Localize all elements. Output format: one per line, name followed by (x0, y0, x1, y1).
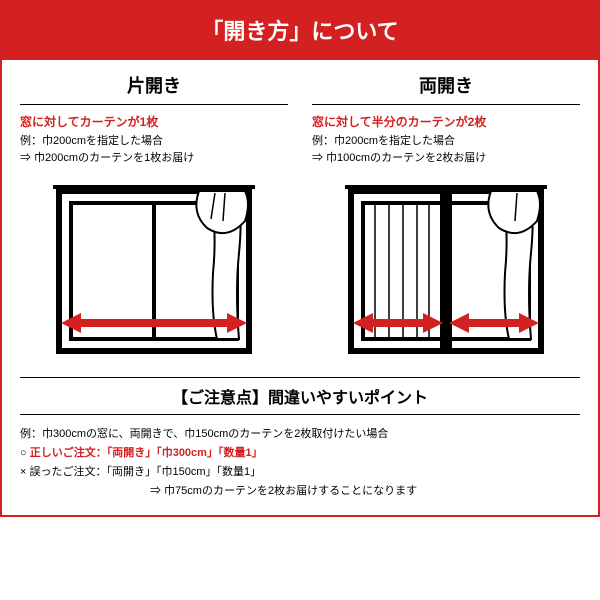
single-curtain-icon (39, 173, 269, 363)
left-example2: ⇒ 巾200cmのカーテンを1枚お届け (20, 149, 288, 165)
notice-title: 【ご注意点】間違いやすいポイント (20, 377, 580, 415)
columns: 片開き 窓に対してカーテンが1枚 例：巾200cmを指定した場合 ⇒ 巾200c… (20, 72, 580, 363)
left-diagram (20, 173, 288, 363)
header-title: 「開き方」について (201, 19, 398, 44)
right-title: 両開き (312, 72, 580, 105)
notice-line1: 例：巾300cmの窓に、両開きで、巾150cmのカーテンを2枚取付けたい場合 (20, 425, 580, 441)
notice-section: 【ご注意点】間違いやすいポイント 例：巾300cmの窓に、両開きで、巾150cm… (20, 377, 580, 498)
left-column: 片開き 窓に対してカーテンが1枚 例：巾200cmを指定した場合 ⇒ 巾200c… (20, 72, 288, 363)
content: 片開き 窓に対してカーテンが1枚 例：巾200cmを指定した場合 ⇒ 巾200c… (0, 60, 600, 517)
left-example1: 例：巾200cmを指定した場合 (20, 132, 288, 148)
right-subtitle: 窓に対して半分のカーテンが2枚 (312, 113, 580, 130)
right-diagram (312, 173, 580, 363)
notice-line2-red: 正しいご注文：「両開き」「巾300cm」「数量1」 (30, 447, 263, 459)
right-column: 両開き 窓に対して半分のカーテンが2枚 例：巾200cmを指定した場合 ⇒ 巾1… (312, 72, 580, 363)
right-example1: 例：巾200cmを指定した場合 (312, 132, 580, 148)
notice-line2-pre: ○ (20, 447, 30, 459)
right-example2: ⇒ 巾100cmのカーテンを2枚お届け (312, 149, 580, 165)
left-subtitle: 窓に対してカーテンが1枚 (20, 113, 288, 130)
double-curtain-icon (331, 173, 561, 363)
notice-line2: ○ 正しいご注文：「両開き」「巾300cm」「数量1」 (20, 444, 580, 460)
header: 「開き方」について (0, 0, 600, 60)
notice-line3: × 誤ったご注文：「両開き」「巾150cm」「数量1」 (20, 463, 580, 479)
left-title: 片開き (20, 72, 288, 105)
notice-line4: ⇒ 巾75cmのカーテンを2枚お届けすることになります (20, 482, 580, 498)
